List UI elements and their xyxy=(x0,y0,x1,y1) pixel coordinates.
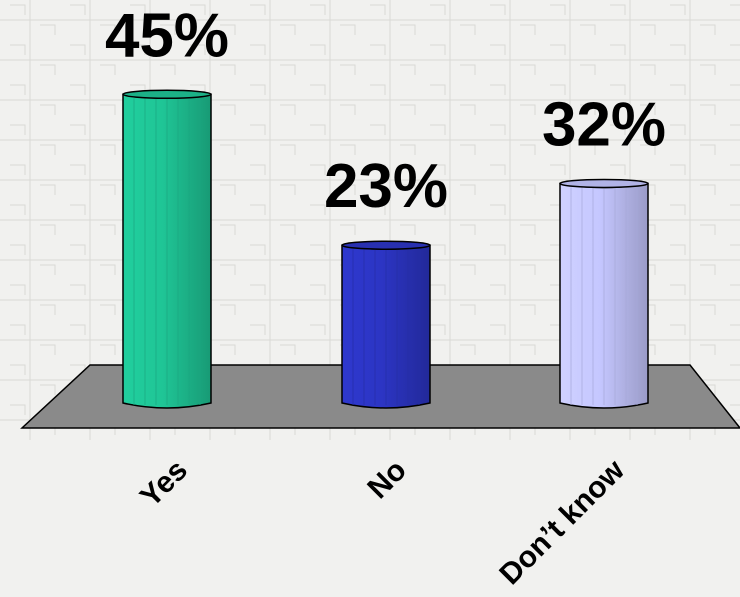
bar-yes xyxy=(122,89,212,409)
category-label: Don’t know xyxy=(493,453,631,591)
bar-top-cap xyxy=(341,240,431,250)
value-label: 45% xyxy=(105,1,229,70)
bar-top-cap xyxy=(122,89,212,100)
category-label: No xyxy=(361,454,413,506)
value-label: 23% xyxy=(324,152,448,221)
value-labels-group: 45% 23% 32% xyxy=(105,1,666,221)
bar-no xyxy=(341,240,431,409)
value-label: 32% xyxy=(542,90,666,159)
category-label: Yes xyxy=(134,454,194,514)
bars-group xyxy=(122,89,649,409)
bar-top-cap xyxy=(559,178,649,189)
category-labels-group: Yes No Don’t know xyxy=(134,453,631,591)
bar-don-t-know xyxy=(559,178,649,409)
